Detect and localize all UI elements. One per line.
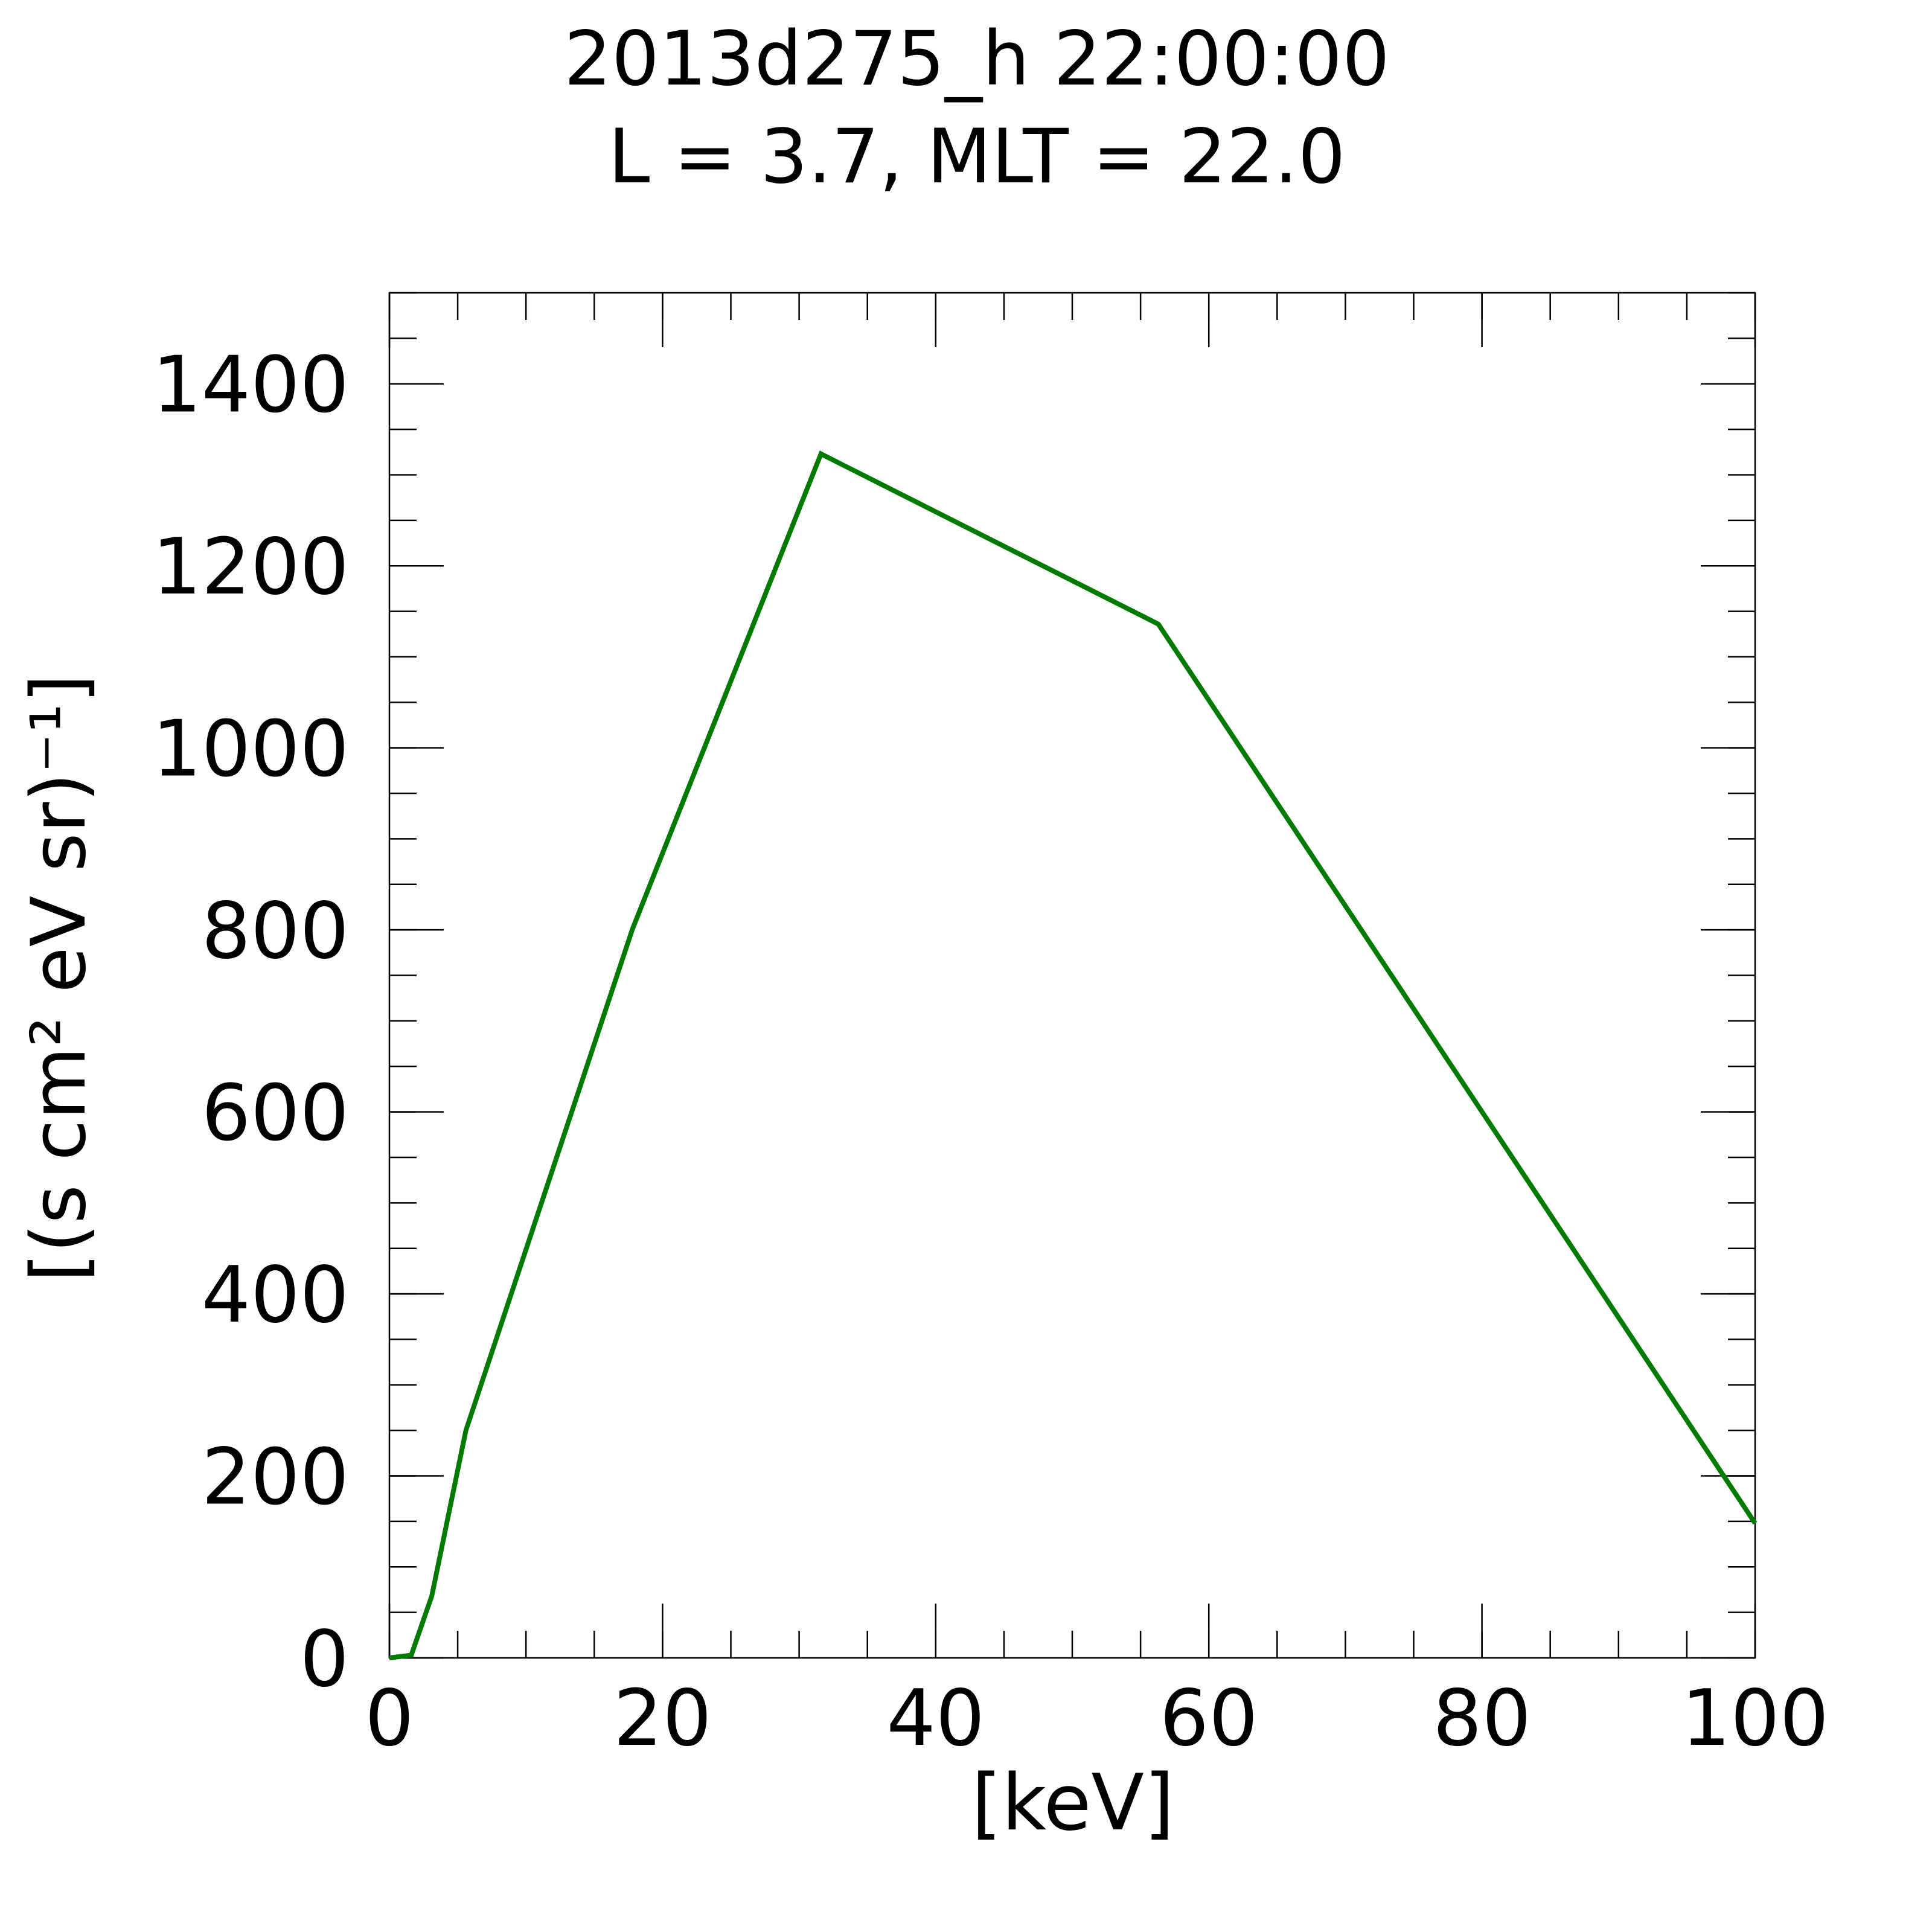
y-tick-label: 0 xyxy=(300,1614,349,1704)
chart-title: 2013d275_h 22:00:00 xyxy=(564,16,1390,103)
chart-subtitle: L = 3.7, MLT = 22.0 xyxy=(608,114,1345,200)
x-tick-label: 60 xyxy=(1160,1674,1258,1764)
x-tick-label: 0 xyxy=(365,1674,414,1764)
y-axis-label: [(s cm² eV sr)⁻¹] xyxy=(16,674,103,1282)
y-tick-label: 1000 xyxy=(152,705,349,795)
y-tick-label: 400 xyxy=(202,1250,349,1340)
y-tick-label: 1200 xyxy=(152,522,349,612)
x-tick-label: 80 xyxy=(1433,1674,1531,1764)
y-tick-label: 600 xyxy=(202,1069,349,1159)
x-tick-label: 40 xyxy=(886,1674,985,1764)
x-tick-label: 20 xyxy=(613,1674,712,1764)
x-tick-label: 100 xyxy=(1681,1674,1829,1764)
y-tick-label: 200 xyxy=(202,1433,349,1523)
data-line xyxy=(389,450,1758,1660)
y-tick-label: 1400 xyxy=(152,341,349,430)
x-axis-label: [keV] xyxy=(971,1758,1174,1848)
y-tick-label: 800 xyxy=(202,886,349,976)
plot-frame xyxy=(388,292,1756,1659)
